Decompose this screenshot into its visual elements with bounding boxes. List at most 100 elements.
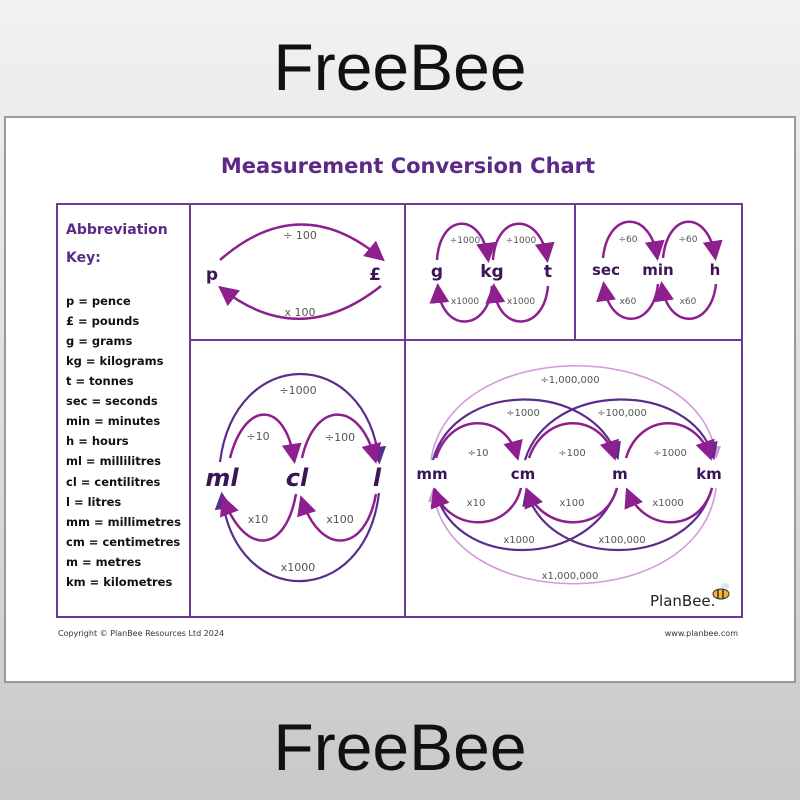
op-label: x1000 — [281, 561, 316, 574]
op-label: ÷1000 — [506, 408, 540, 419]
arrow — [661, 220, 723, 261]
op-label: ÷1000 — [450, 236, 481, 246]
key-item: km = kilometres — [66, 575, 172, 589]
unit-p: p — [206, 265, 218, 285]
arrow — [491, 222, 555, 263]
arrow — [527, 422, 619, 461]
arrow — [430, 487, 619, 552]
arrow — [435, 222, 496, 263]
arrow — [522, 487, 714, 552]
arrow — [485, 283, 550, 323]
arrow-p-to-pounds — [219, 223, 385, 262]
key-item: h = hours — [66, 434, 129, 448]
arrow — [300, 413, 381, 464]
unit-pound: £ — [369, 265, 381, 285]
arrow — [601, 220, 665, 261]
op-label: x100 — [559, 498, 584, 509]
op-label: x1000 — [507, 297, 536, 307]
unit-min: min — [642, 261, 673, 279]
key-item: kg = kilograms — [66, 354, 164, 368]
arrow — [624, 487, 714, 524]
abbreviation-key: Abbreviation Key: p = pence £ = pounds g… — [66, 222, 181, 589]
unit-cm: cm — [511, 465, 536, 483]
unit-l: l — [373, 464, 382, 492]
arrow — [430, 365, 722, 461]
key-heading: Abbreviation — [66, 222, 168, 238]
unit-kg: kg — [480, 262, 503, 282]
unit-m: m — [612, 465, 628, 483]
bee-icon — [712, 583, 730, 600]
unit-cl: cl — [286, 464, 309, 492]
unit-km: km — [696, 465, 722, 483]
arrow — [624, 422, 715, 461]
key-item: m = metres — [66, 555, 141, 569]
op-label: ÷1000 — [506, 236, 537, 246]
op-label: ÷10 — [246, 430, 269, 443]
volume-panel: ml cl l ÷10 ÷100 ÷1000 x10 x100 x1000 — [205, 372, 387, 583]
money-panel: p £ ÷ 100 x 100 — [206, 223, 385, 320]
chart-title: Measurement Conversion Chart — [221, 154, 595, 178]
unit-h: h — [710, 261, 721, 279]
website-link[interactable]: www.planbee.com — [665, 629, 738, 638]
key-item: £ = pounds — [66, 314, 139, 328]
op-label: ÷60 — [679, 235, 698, 245]
banner-bottom: FreeBee — [273, 710, 526, 784]
banner-top: FreeBee — [273, 30, 526, 104]
op-label: ÷1000 — [279, 384, 316, 397]
op-label: x100,000 — [598, 535, 645, 546]
arrow — [220, 493, 298, 542]
unit-sec: sec — [592, 261, 620, 279]
key-item: sec = seconds — [66, 394, 158, 408]
mass-panel: g kg t ÷1000 ÷1000 x1000 x1000 — [429, 222, 555, 323]
key-item: ml = millilitres — [66, 454, 161, 468]
unit-g: g — [431, 262, 443, 282]
unit-mm: mm — [416, 465, 447, 483]
key-item: cm = centimetres — [66, 535, 180, 549]
op-label: x60 — [620, 297, 637, 307]
arrow — [228, 413, 302, 464]
op-label: x100 — [326, 513, 354, 526]
op-label: x 100 — [284, 306, 315, 319]
op-label: ÷ 100 — [283, 229, 317, 242]
time-panel: sec min h ÷60 ÷60 x60 x60 — [592, 220, 723, 320]
unit-ml: ml — [205, 464, 239, 492]
frame-grid — [56, 203, 743, 618]
op-label: ÷10 — [467, 448, 488, 459]
op-label: x10 — [248, 513, 269, 526]
key-item: g = grams — [66, 334, 133, 348]
op-label: x1,000,000 — [542, 571, 599, 582]
key-item: cl = centilitres — [66, 475, 160, 489]
arrow — [524, 487, 619, 524]
copyright-text: Copyright © PlanBee Resources Ltd 2024 — [58, 629, 224, 638]
arrow — [523, 398, 718, 461]
length-panel: mm cm m km ÷10 ÷100 ÷1000 ÷1000 ÷100,000… — [416, 365, 722, 585]
key-item: l = litres — [66, 495, 121, 509]
planbee-logo: PlanBee. — [650, 583, 730, 610]
op-label: ÷100 — [558, 448, 585, 459]
arrow — [218, 372, 387, 465]
op-label: x60 — [680, 297, 697, 307]
logo-text: PlanBee. — [650, 592, 715, 610]
op-label: x10 — [467, 498, 486, 509]
op-label: ÷1000 — [653, 448, 687, 459]
key-item: t = tonnes — [66, 374, 134, 388]
key-item: p = pence — [66, 294, 131, 308]
key-item: mm = millimetres — [66, 515, 181, 529]
op-label: x1000 — [503, 535, 534, 546]
arrow-pounds-to-p — [218, 285, 382, 320]
arrow — [434, 422, 523, 461]
arrow — [427, 487, 717, 585]
op-label: ÷100,000 — [597, 408, 647, 419]
arrow — [654, 281, 718, 320]
worksheet — [4, 116, 796, 683]
arrow — [431, 398, 621, 461]
op-label: ÷60 — [619, 235, 638, 245]
key-item: min = minutes — [66, 414, 160, 428]
op-label: ÷100 — [325, 431, 355, 444]
arrow — [297, 493, 378, 542]
op-label: x1000 — [451, 297, 480, 307]
op-label: x1000 — [652, 498, 683, 509]
arrow — [430, 487, 523, 524]
key-heading-2: Key: — [66, 250, 101, 266]
